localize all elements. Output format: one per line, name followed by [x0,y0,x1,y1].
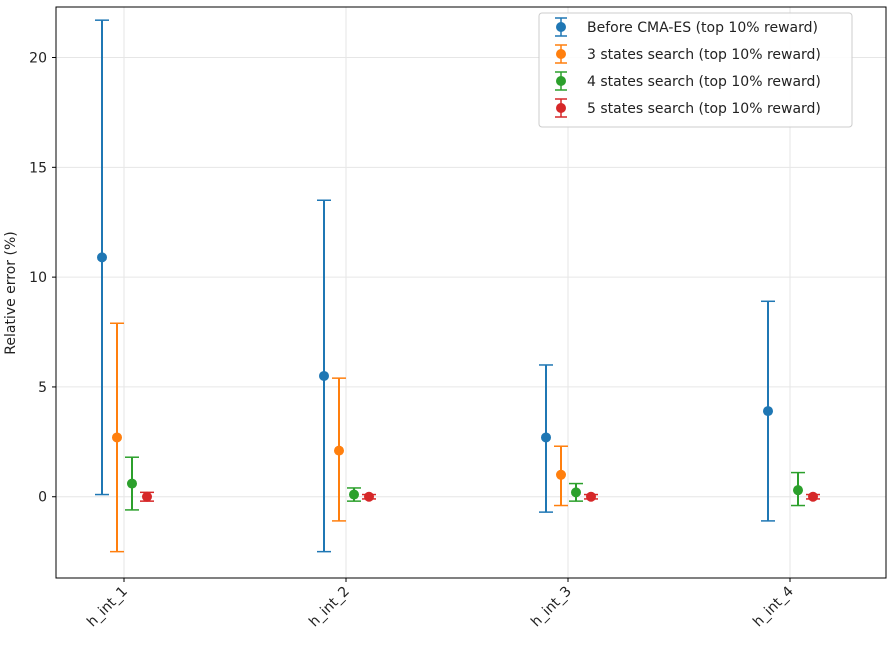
y-tick-label: 5 [38,380,47,396]
data-point [127,478,137,489]
legend-box [538,12,853,128]
data-point [349,489,359,500]
legend-label: 3 states search (top 10% reward) [587,47,821,63]
legend-label: Before CMA-ES (top 10% reward) [587,20,818,36]
data-point [556,469,566,480]
data-point [334,445,344,456]
data-point [142,491,152,502]
y-axis-label: Relative error (%) [3,231,19,354]
y-tick-label: 20 [29,51,47,67]
data-point [364,491,374,502]
data-point [763,406,773,417]
legend-marker [556,49,566,59]
legend-label: 4 states search (top 10% reward) [587,74,821,90]
data-point [808,491,818,502]
data-point [541,432,551,443]
legend-label: 5 states search (top 10% reward) [587,101,821,117]
legend-marker [556,76,566,86]
data-point [112,432,122,443]
plot-frame [55,6,887,579]
data-point [571,487,581,498]
legend-marker [556,22,566,32]
data-point [97,252,107,263]
data-marks [95,19,820,553]
legend: Before CMA-ES (top 10% reward) 3 states s… [538,12,853,128]
y-tick-label: 15 [29,160,47,176]
data-point [319,370,329,381]
data-point [793,485,803,496]
data-point [586,491,596,502]
y-tick-label: 10 [29,270,47,286]
y-tick-label: 0 [38,490,47,506]
legend-marker [556,103,566,113]
